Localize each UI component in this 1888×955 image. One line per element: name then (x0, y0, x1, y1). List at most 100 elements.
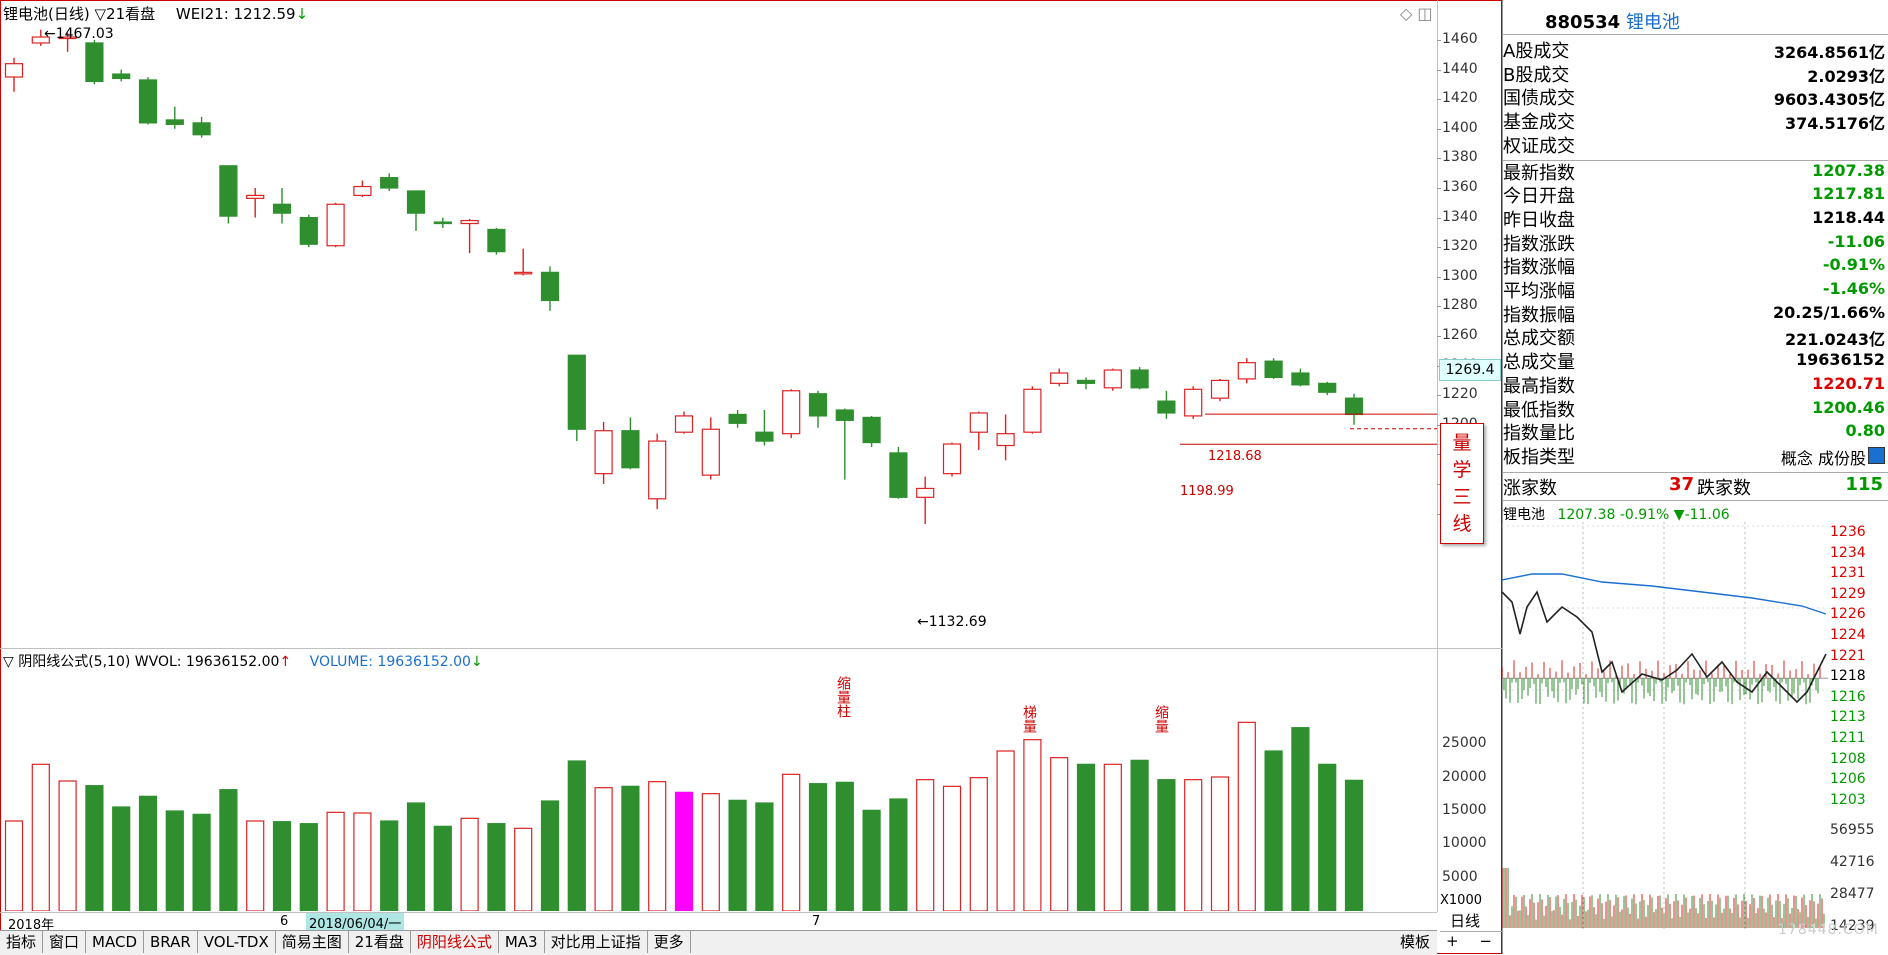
candle[interactable] (514, 248, 533, 276)
volume-bar[interactable] (996, 750, 1015, 911)
candle[interactable] (942, 442, 962, 477)
tab-9[interactable]: 对比用上证指 (545, 931, 648, 953)
component-stock-icon[interactable] (1868, 446, 1885, 464)
candle[interactable] (31, 29, 50, 46)
candle[interactable] (540, 266, 560, 311)
chart-title[interactable]: 锂电池(日线) (3, 5, 90, 23)
candle[interactable] (1023, 386, 1042, 434)
volume-bar[interactable] (701, 793, 720, 911)
volume-bar[interactable] (942, 785, 962, 911)
candle[interactable] (835, 408, 854, 480)
volume-bar[interactable] (1237, 721, 1256, 911)
candle[interactable] (1103, 368, 1122, 391)
candle[interactable] (1210, 378, 1230, 402)
zoom-out-button[interactable]: − (1479, 932, 1492, 950)
volume-bar[interactable] (1264, 750, 1283, 911)
candle[interactable] (380, 173, 399, 191)
candle[interactable] (406, 190, 426, 231)
volume-bar[interactable] (487, 823, 506, 911)
candle[interactable] (299, 214, 318, 248)
volume-bar[interactable] (674, 791, 694, 911)
volume-bar[interactable] (567, 760, 586, 911)
candle[interactable] (1184, 386, 1203, 419)
volume-chart[interactable] (0, 649, 1437, 911)
candle[interactable] (674, 411, 694, 434)
candle[interactable] (1344, 393, 1364, 425)
candle[interactable] (996, 414, 1015, 461)
volume-bar[interactable] (782, 773, 801, 911)
volume-bar[interactable] (755, 802, 774, 911)
candle[interactable] (4, 57, 24, 92)
candle[interactable] (969, 411, 988, 450)
volume-bar[interactable] (916, 779, 935, 911)
zoom-in-button[interactable]: + (1446, 932, 1459, 950)
candle[interactable] (192, 116, 211, 138)
volume-bar[interactable] (1291, 727, 1310, 911)
volume-bar[interactable] (246, 820, 265, 911)
volume-bar[interactable] (594, 787, 613, 911)
candle[interactable] (326, 202, 345, 248)
volume-bar[interactable] (808, 783, 828, 911)
intraday-chart[interactable] (1502, 522, 1828, 932)
candle[interactable] (272, 188, 292, 224)
volume-bar[interactable] (621, 785, 640, 911)
candle[interactable] (1076, 377, 1096, 390)
volume-bar[interactable] (1344, 779, 1364, 911)
volume-bar[interactable] (31, 763, 50, 911)
candle[interactable] (889, 447, 908, 499)
candle[interactable] (138, 77, 158, 125)
volume-bar[interactable] (1023, 739, 1042, 911)
candle[interactable] (460, 219, 479, 254)
candlestick-chart[interactable] (0, 0, 1437, 648)
volume-bar[interactable] (112, 806, 131, 911)
candle[interactable] (701, 417, 720, 480)
candle[interactable] (246, 188, 265, 218)
candle[interactable] (58, 32, 77, 52)
candle[interactable] (433, 217, 452, 228)
volume-bar[interactable] (1103, 763, 1122, 911)
candle[interactable] (648, 433, 667, 510)
tab-3[interactable]: BRAR (144, 931, 198, 953)
diamond-icon[interactable]: ◇ (1400, 4, 1413, 23)
candle[interactable] (621, 417, 640, 470)
volume-bar[interactable] (1076, 763, 1096, 911)
volume-bar[interactable] (4, 820, 24, 911)
candle[interactable] (594, 421, 613, 484)
candle[interactable] (85, 40, 104, 85)
volume-bar[interactable] (969, 777, 988, 911)
volume-bar[interactable] (219, 789, 238, 911)
candle[interactable] (755, 410, 774, 446)
volume-bar[interactable] (1157, 779, 1176, 911)
volume-bar[interactable] (326, 811, 345, 911)
candle[interactable] (1130, 367, 1149, 390)
volume-bar[interactable] (835, 781, 854, 911)
daily-tab[interactable]: 日线 (1440, 910, 1502, 932)
candle[interactable] (219, 165, 238, 224)
tab-7[interactable]: 阴阳线公式 (411, 931, 499, 953)
mode-label[interactable]: ▽21看盘 (94, 5, 156, 23)
volume-bar[interactable] (380, 820, 399, 911)
volume-bar[interactable] (889, 798, 908, 911)
volume-bar[interactable] (1318, 763, 1337, 911)
volume-bar[interactable] (728, 799, 747, 911)
candle[interactable] (808, 390, 828, 428)
volume-bar[interactable] (1210, 776, 1230, 911)
tab-5[interactable]: 简易主图 (276, 931, 349, 953)
restore-icon[interactable]: ◫ (1417, 4, 1433, 23)
volume-bar[interactable] (353, 812, 372, 911)
tab-1[interactable]: 窗口 (43, 931, 87, 953)
candle[interactable] (862, 415, 881, 447)
volume-bar[interactable] (460, 817, 479, 911)
volume-bar[interactable] (58, 780, 77, 911)
candle[interactable] (567, 354, 586, 442)
candle[interactable] (916, 476, 935, 524)
volume-bar[interactable] (85, 785, 104, 911)
candle[interactable] (1291, 368, 1310, 387)
tab-6[interactable]: 21看盘 (349, 931, 411, 953)
volume-bar[interactable] (648, 781, 667, 911)
candle[interactable] (1318, 381, 1337, 396)
template-tab[interactable]: 模板 (1400, 933, 1431, 951)
volume-bar[interactable] (514, 827, 533, 911)
volume-bar[interactable] (406, 802, 426, 911)
tab-0[interactable]: 指标 (0, 931, 44, 953)
